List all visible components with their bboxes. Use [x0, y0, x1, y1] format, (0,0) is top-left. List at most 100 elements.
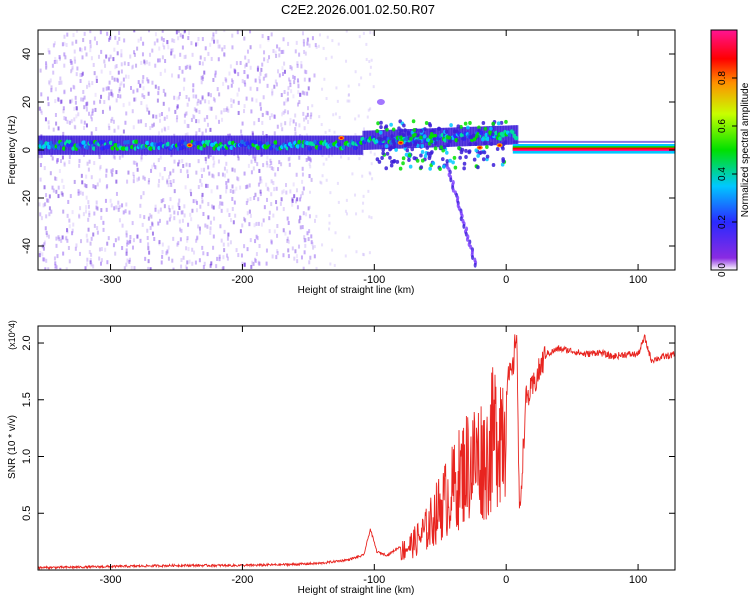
noise-mark	[293, 80, 296, 85]
noise-mark	[287, 41, 290, 46]
noise-mark	[308, 229, 311, 234]
noise-mark	[68, 160, 71, 165]
noise-mark	[55, 121, 58, 126]
band-mark	[418, 139, 422, 144]
noise-mark	[272, 181, 275, 186]
noise-mark	[115, 179, 118, 184]
noise-mark	[209, 127, 212, 132]
band-mark	[407, 158, 411, 163]
noise-mark	[275, 186, 278, 191]
noise-mark	[95, 75, 98, 80]
noise-mark	[168, 208, 171, 213]
noise-mark	[229, 188, 232, 193]
noise-mark	[140, 157, 143, 162]
noise-mark	[173, 159, 176, 164]
noise-mark	[326, 35, 329, 39]
noise-mark	[258, 76, 261, 81]
band-mark	[389, 122, 393, 127]
noise-mark	[85, 209, 88, 214]
noise-mark	[136, 162, 139, 167]
noise-mark	[143, 94, 146, 99]
noise-mark	[148, 213, 151, 218]
noise-mark	[203, 167, 206, 172]
noise-mark	[246, 211, 249, 216]
band-mark	[404, 152, 409, 157]
noise-mark	[195, 170, 198, 175]
band-mark	[409, 136, 413, 141]
band-mark	[459, 150, 464, 155]
noise-mark	[216, 256, 219, 261]
noise-mark	[206, 252, 209, 257]
noise-mark	[348, 99, 351, 103]
noise-mark	[48, 212, 51, 217]
noise-mark	[120, 245, 123, 250]
noise-mark	[217, 44, 220, 49]
noise-mark	[176, 211, 179, 216]
noise-mark	[176, 105, 179, 110]
noise-mark	[87, 217, 90, 222]
noise-mark	[185, 162, 188, 167]
noise-mark	[276, 124, 279, 129]
noise-mark	[116, 51, 119, 56]
noise-mark	[259, 44, 262, 49]
noise-mark	[137, 80, 140, 85]
noise-mark	[223, 52, 226, 57]
noise-mark	[262, 163, 265, 168]
noise-mark	[109, 54, 112, 59]
noise-mark	[127, 74, 130, 79]
noise-mark	[75, 106, 78, 111]
noise-mark	[183, 55, 186, 60]
noise-mark	[45, 61, 48, 66]
noise-mark	[147, 216, 150, 221]
noise-mark	[178, 205, 181, 210]
noise-mark	[120, 62, 123, 67]
noise-mark	[246, 198, 249, 203]
noise-mark	[77, 112, 80, 117]
noise-mark	[143, 61, 146, 66]
noise-mark	[88, 83, 91, 88]
noise-mark	[48, 50, 51, 55]
noise-mark	[212, 163, 215, 168]
noise-mark	[57, 97, 60, 102]
noise-mark	[137, 38, 140, 43]
noise-mark	[85, 103, 88, 108]
noise-mark	[228, 71, 231, 76]
noise-mark	[259, 71, 262, 76]
noise-mark	[57, 96, 60, 101]
noise-mark	[307, 237, 310, 242]
noise-mark	[141, 93, 144, 98]
noise-mark	[162, 88, 165, 93]
noise-mark	[88, 213, 91, 218]
noise-mark	[144, 123, 147, 128]
noise-mark	[188, 163, 191, 168]
noise-mark	[71, 231, 74, 236]
noise-mark	[325, 97, 328, 101]
noise-mark	[204, 99, 207, 104]
band-mark	[426, 151, 431, 156]
noise-mark	[87, 204, 90, 209]
noise-mark	[159, 172, 162, 177]
noise-mark	[118, 36, 121, 41]
noise-mark	[200, 80, 203, 85]
noise-mark	[74, 100, 77, 105]
noise-mark	[289, 156, 292, 161]
noise-mark	[241, 261, 244, 266]
noise-mark	[139, 36, 142, 41]
noise-mark	[369, 65, 372, 69]
noise-mark	[195, 119, 198, 124]
noise-mark	[223, 53, 226, 58]
noise-mark	[158, 178, 161, 183]
noise-mark	[122, 129, 125, 134]
noise-mark	[107, 86, 110, 91]
noise-mark	[109, 36, 112, 41]
band-mark	[398, 131, 402, 136]
noise-mark	[154, 84, 157, 89]
noise-mark	[258, 168, 261, 173]
noise-mark	[287, 157, 290, 162]
band-mark	[39, 140, 44, 145]
noise-mark	[276, 44, 279, 49]
noise-mark	[155, 165, 158, 170]
noise-mark	[156, 98, 159, 103]
noise-mark	[60, 159, 63, 164]
noise-mark	[120, 53, 123, 58]
